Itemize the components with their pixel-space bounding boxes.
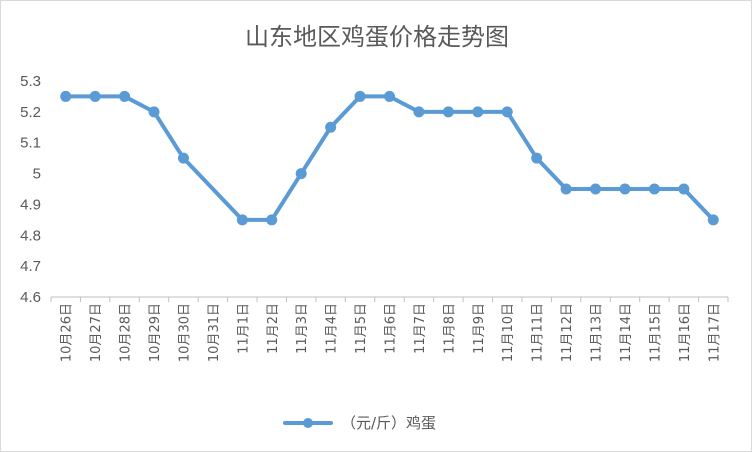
x-tick-label: 10月30日 [177,303,192,362]
y-tick-label: 5.2 [20,104,41,121]
data-point [236,214,248,226]
x-tick-label: 11月16日 [678,303,693,362]
data-point [619,183,631,195]
y-tick-label: 5.1 [20,135,41,152]
x-tick-label: 11月10日 [501,303,516,362]
x-tick-label: 10月26日 [60,303,75,362]
x-tick-label: 11月6日 [384,303,399,354]
y-axis-ticks: 4.6 4.7 4.8 4.9 5 5.1 5.2 5.3 [20,73,41,306]
data-point [295,168,307,180]
legend-label: （元/斤）鸡蛋 [341,414,436,432]
data-point [60,90,72,102]
x-tick-label: 10月31日 [207,303,222,362]
data-point [590,183,602,195]
data-point [177,152,189,164]
legend-marker-swatch [303,418,313,428]
data-point [384,90,395,102]
data-point [89,90,101,102]
data-point [707,214,719,226]
chart-title: 山东地区鸡蛋价格走势图 [245,23,509,51]
y-tick-label: 5 [33,166,41,183]
x-axis [50,296,729,302]
data-point [442,106,454,118]
data-point [266,214,278,226]
x-tick-label: 10月28日 [119,303,134,362]
x-tick-label: 11月17日 [707,303,722,362]
x-tick-label: 11月11日 [531,303,546,362]
x-tick-label: 11月13日 [590,303,605,362]
x-axis-ticks: 10月26日 10月27日 10月28日 10月29日 10月30日 10月31日 11月1… [60,303,723,362]
data-point [325,121,337,133]
series-line [63,94,716,222]
x-tick-label: 11月7日 [413,303,428,354]
y-tick-label: 4.9 [20,196,41,213]
legend: （元/斤）鸡蛋 [283,414,436,432]
x-tick-label: 11月12日 [560,303,575,362]
y-tick-label: 4.6 [20,289,41,306]
data-point [501,106,513,118]
data-point [472,106,484,118]
y-tick-label: 5.3 [20,73,41,90]
x-tick-label: 11月9日 [472,303,487,354]
x-tick-label: 10月27日 [89,303,104,362]
y-tick-label: 4.7 [20,258,41,275]
x-tick-label: 11月3日 [295,303,310,354]
data-point [354,90,366,102]
y-tick-label: 4.8 [20,227,41,244]
x-tick-label: 11月2日 [266,303,281,354]
data-point [413,106,425,118]
data-point [119,90,131,102]
data-point [560,183,572,195]
x-tick-label: 11月8日 [442,303,457,354]
data-point [531,152,543,164]
x-tick-label: 11月4日 [325,303,340,354]
data-point [648,183,660,195]
x-tick-label: 10月29日 [148,303,163,362]
data-point [678,183,690,195]
x-tick-label: 11月5日 [354,303,369,354]
x-tick-label: 11月1日 [236,303,251,354]
x-tick-label: 11月15日 [648,303,663,362]
x-tick-label: 11月14日 [619,303,634,362]
series-group [60,90,719,226]
data-point [148,106,160,118]
